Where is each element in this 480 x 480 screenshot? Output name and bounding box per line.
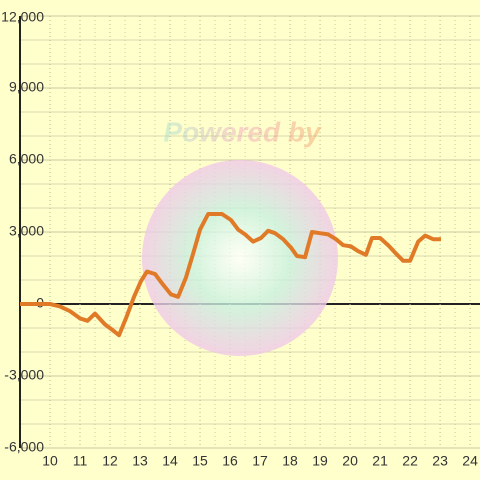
x-tick-label: 12 (102, 453, 118, 469)
x-tick-label: 18 (282, 453, 298, 469)
x-tick-label: 13 (132, 453, 148, 469)
y-tick-label: 9,000 (9, 79, 44, 95)
y-tick-label: 12,000 (1, 9, 44, 25)
x-tick-label: 23 (432, 453, 448, 469)
x-tick-label: 17 (252, 453, 268, 469)
watermark-logo (142, 160, 338, 356)
x-tick-label: 24 (462, 453, 478, 469)
watermark: Powered by (163, 116, 322, 147)
y-tick-label: 6,000 (9, 151, 44, 167)
series-line (20, 212, 441, 338)
x-tick-label: 21 (372, 453, 388, 469)
y-tick-label: -3,000 (4, 367, 44, 383)
x-tick-label: 11 (73, 453, 88, 469)
x-tick-label: 20 (342, 453, 358, 469)
x-tick-label: 10 (42, 453, 58, 469)
x-tick-label: 19 (312, 453, 328, 469)
x-tick-label: 15 (192, 453, 208, 469)
x-tick-label: 22 (402, 453, 418, 469)
y-tick-label: -6,000 (4, 439, 44, 455)
marks (20, 212, 441, 338)
x-tick-label: 14 (162, 453, 178, 469)
y-tick-label: 3,000 (9, 223, 44, 239)
x-tick-label: 16 (222, 453, 238, 469)
